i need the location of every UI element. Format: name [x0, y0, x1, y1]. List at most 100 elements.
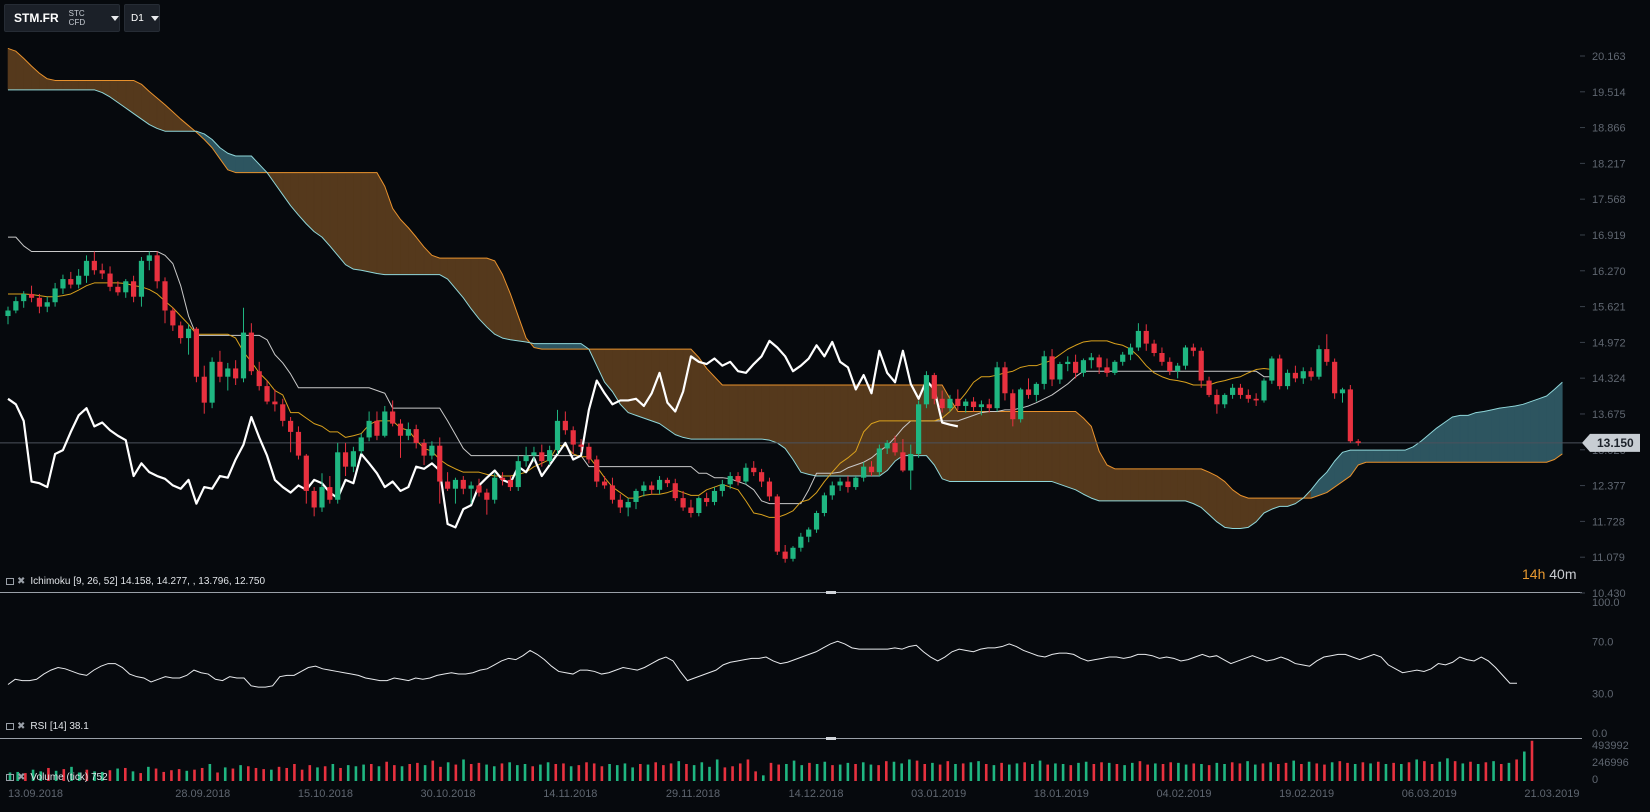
volume-bar: [54, 770, 58, 781]
volume-bar: [1000, 762, 1003, 781]
volume-bar: [416, 762, 419, 781]
bearish-candle: [1159, 347, 1165, 366]
y-tick-label: 17.568: [1592, 194, 1626, 206]
cloud-segment: [1483, 409, 1492, 463]
cloud-segment: [1530, 398, 1540, 463]
volume-bar: [1392, 762, 1395, 781]
volume-bar: [823, 761, 827, 781]
cloud-segment: [1216, 475, 1226, 528]
volume-bar: [1123, 765, 1126, 781]
volume-bar: [523, 763, 527, 781]
candle-body: [813, 512, 820, 530]
volume-bar: [931, 762, 934, 781]
cloud-segment: [1083, 417, 1092, 499]
symbol-selector[interactable]: STM.FR STC CFD: [4, 4, 120, 32]
close-icon[interactable]: ✖: [17, 772, 26, 783]
bullish-candle: [1316, 345, 1322, 380]
volume-bar: [1492, 761, 1495, 781]
volume-bar: [170, 770, 173, 781]
bullish-candle: [335, 442, 341, 504]
bullish-candle: [492, 473, 498, 504]
volume-bar: [746, 759, 750, 781]
bullish-candle: [978, 400, 984, 416]
volume-bar: [846, 762, 850, 781]
volume-bar: [1530, 740, 1534, 781]
bearish-candle: [1214, 389, 1220, 414]
candle-body: [146, 255, 152, 261]
candle-body: [272, 401, 278, 405]
candle-body: [719, 484, 725, 491]
cloud-segment: [957, 411, 967, 482]
candle-body: [28, 293, 35, 298]
volume-bar: [1507, 762, 1511, 781]
candle-body: [421, 442, 427, 456]
candle-body: [900, 452, 906, 471]
bullish-candle: [656, 476, 663, 495]
volume-bar: [1307, 761, 1311, 781]
candle-body: [1018, 389, 1024, 420]
candle-body: [52, 288, 58, 303]
cloud-segment: [1043, 411, 1053, 482]
volume-bar: [1069, 765, 1073, 781]
close-icon[interactable]: ✖: [17, 721, 26, 732]
cloud-segment: [1138, 468, 1147, 502]
bullish-candle: [44, 296, 50, 313]
volume-bar: [362, 764, 365, 781]
candle-body: [256, 371, 262, 387]
cloud-segment: [800, 384, 810, 475]
candle-body: [1088, 357, 1094, 361]
indicator-settings-icon[interactable]: [6, 774, 14, 781]
candle-body: [884, 442, 890, 449]
bullish-candle: [123, 279, 129, 298]
volume-bar: [877, 765, 880, 781]
volume-bar: [77, 772, 81, 781]
x-tick-label: 14.11.2018: [543, 788, 597, 800]
volume-bar: [431, 760, 435, 781]
volume-bar: [239, 765, 242, 781]
candle-body: [5, 310, 11, 317]
bearish-candle: [1049, 349, 1055, 387]
candle-body: [829, 485, 835, 496]
cloud-segment: [824, 384, 833, 477]
volume-bar: [277, 766, 281, 781]
volume-bar: [369, 763, 373, 781]
bullish-candle: [240, 307, 247, 383]
bearish-candle: [115, 281, 121, 296]
candle-body: [178, 325, 184, 339]
candle-body: [1057, 364, 1063, 380]
candle-body: [711, 490, 718, 502]
candle-body: [131, 281, 137, 297]
cloud-segment: [305, 172, 315, 233]
current-price-label: 13.150: [1597, 436, 1634, 450]
volume-bar: [246, 766, 250, 781]
volume-bar: [408, 763, 412, 781]
volume-bar: [439, 766, 442, 781]
candle-body: [1277, 358, 1283, 387]
candle-body: [484, 492, 490, 500]
cloud-segment: [722, 384, 731, 440]
volume-bar: [1169, 762, 1173, 781]
close-icon[interactable]: ✖: [17, 576, 26, 587]
timeframe-selector[interactable]: D1: [124, 4, 160, 32]
volume-bar: [1200, 763, 1203, 781]
volume-bar: [1046, 764, 1050, 781]
volume-bar: [154, 768, 158, 781]
volume-bar: [500, 763, 504, 781]
bullish-candle: [83, 255, 90, 283]
candle-body: [798, 536, 804, 548]
candle-body: [1245, 394, 1251, 399]
volume-bar: [639, 763, 642, 781]
indicator-settings-icon[interactable]: [6, 578, 14, 585]
cloud-segment: [596, 348, 605, 383]
volume-bar: [485, 764, 488, 781]
indicator-settings-icon[interactable]: [6, 723, 14, 730]
bearish-candle: [295, 426, 302, 460]
cloud-segment: [156, 97, 166, 132]
volume-bar: [1007, 764, 1011, 781]
cloud-segment: [478, 257, 488, 328]
candle-body: [939, 398, 945, 409]
bearish-candle: [672, 478, 678, 501]
cloud-segment: [729, 384, 739, 440]
bullish-candle: [641, 481, 647, 497]
